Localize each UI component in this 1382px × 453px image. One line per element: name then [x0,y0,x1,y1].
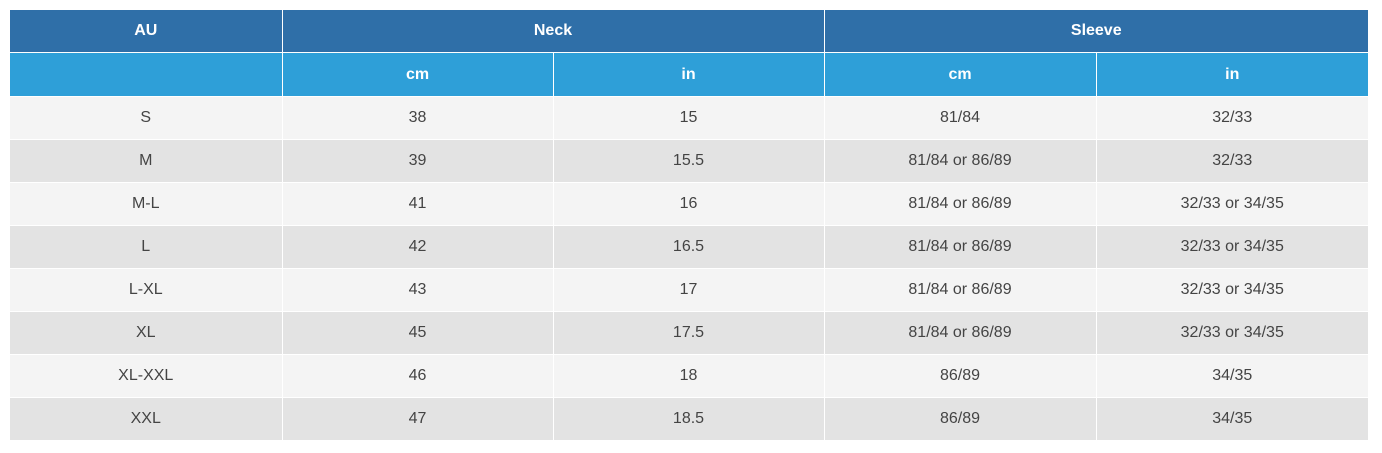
cell-neck-in: 15 [553,96,825,140]
cell-size: L [10,225,283,269]
table-row: L-XL 43 17 81/84 or 86/89 32/33 or 34/35 [10,268,1368,312]
cell-sleeve-in: 32/33 or 34/35 [1096,225,1368,269]
header-sleeve-cm: cm [824,52,1097,97]
header-sleeve-in: in [1096,52,1368,97]
cell-sleeve-in: 34/35 [1096,354,1368,398]
cell-size: L-XL [10,268,283,312]
header-sleeve: Sleeve [824,10,1368,53]
cell-neck-in: 18 [553,354,825,398]
cell-neck-cm: 39 [282,139,554,183]
table-row: S 38 15 81/84 32/33 [10,96,1368,140]
table-row: XL-XXL 46 18 86/89 34/35 [10,354,1368,398]
cell-sleeve-in: 32/33 [1096,139,1368,183]
header-neck-cm: cm [282,52,554,97]
cell-neck-in: 18.5 [553,397,825,440]
size-table: AU Neck Sleeve cm in cm in S 38 15 81/84… [10,10,1368,440]
cell-sleeve-in: 32/33 or 34/35 [1096,182,1368,226]
cell-neck-cm: 45 [282,311,554,355]
cell-sleeve-cm: 81/84 or 86/89 [824,225,1097,269]
cell-neck-cm: 38 [282,96,554,140]
cell-sleeve-in: 32/33 or 34/35 [1096,311,1368,355]
cell-sleeve-in: 32/33 [1096,96,1368,140]
cell-sleeve-cm: 81/84 or 86/89 [824,182,1097,226]
cell-sleeve-in: 34/35 [1096,397,1368,440]
cell-sleeve-cm: 86/89 [824,397,1097,440]
cell-neck-cm: 46 [282,354,554,398]
header-neck: Neck [282,10,825,53]
cell-sleeve-cm: 81/84 [824,96,1097,140]
cell-neck-in: 17 [553,268,825,312]
cell-sleeve-cm: 81/84 or 86/89 [824,139,1097,183]
table-row: L 42 16.5 81/84 or 86/89 32/33 or 34/35 [10,225,1368,269]
table-row: M 39 15.5 81/84 or 86/89 32/33 [10,139,1368,183]
unit-header-row: cm in cm in [10,52,1368,97]
cell-size: XL-XXL [10,354,283,398]
cell-size: M [10,139,283,183]
cell-neck-in: 17.5 [553,311,825,355]
cell-size: S [10,96,283,140]
cell-neck-in: 16.5 [553,225,825,269]
table-row: XL 45 17.5 81/84 or 86/89 32/33 or 34/35 [10,311,1368,355]
header-neck-in: in [553,52,825,97]
cell-neck-cm: 47 [282,397,554,440]
table-row: M-L 41 16 81/84 or 86/89 32/33 or 34/35 [10,182,1368,226]
cell-neck-cm: 43 [282,268,554,312]
cell-neck-cm: 41 [282,182,554,226]
header-unit-size [10,52,283,97]
cell-size: XXL [10,397,283,440]
size-chart: AU Neck Sleeve cm in cm in S 38 15 81/84… [10,10,1368,440]
group-header-row: AU Neck Sleeve [10,10,1368,53]
cell-neck-in: 16 [553,182,825,226]
cell-sleeve-cm: 81/84 or 86/89 [824,268,1097,312]
cell-sleeve-cm: 86/89 [824,354,1097,398]
cell-sleeve-in: 32/33 or 34/35 [1096,268,1368,312]
cell-size: XL [10,311,283,355]
cell-size: M-L [10,182,283,226]
cell-neck-cm: 42 [282,225,554,269]
header-au: AU [10,10,283,53]
cell-sleeve-cm: 81/84 or 86/89 [824,311,1097,355]
cell-neck-in: 15.5 [553,139,825,183]
table-row: XXL 47 18.5 86/89 34/35 [10,397,1368,440]
